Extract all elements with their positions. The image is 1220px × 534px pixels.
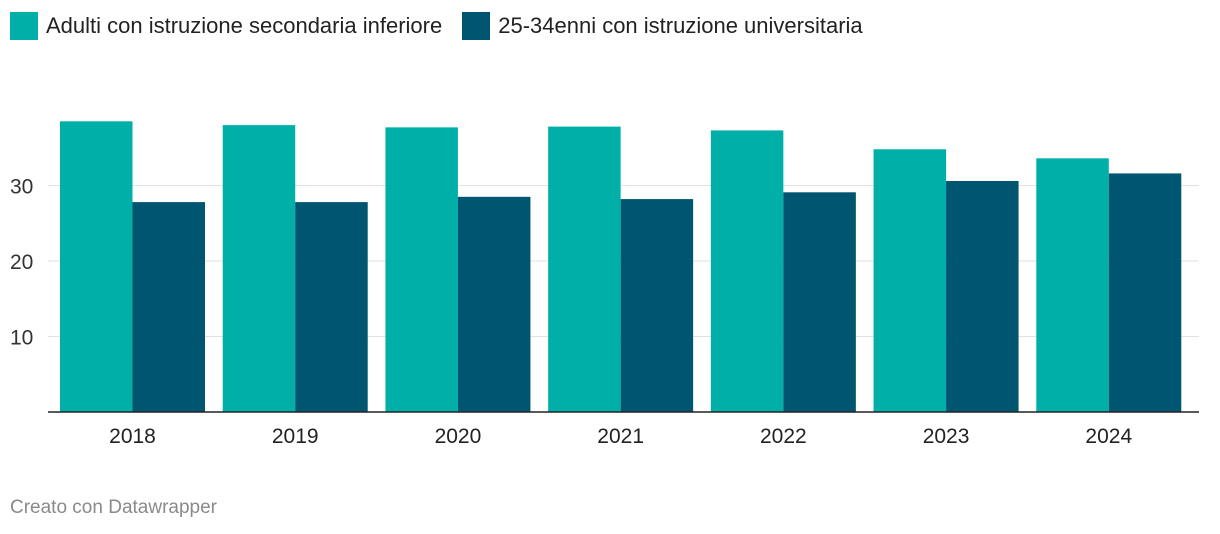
bar-25-34enni-2019: [295, 202, 368, 412]
bar-adulti-2023: [873, 149, 947, 412]
legend-item-series-2: 25-34enni con istruzione universitaria: [462, 12, 863, 40]
bar-25-34enni-2020: [457, 196, 531, 412]
bar-25-34enni-2024: [1108, 173, 1182, 412]
legend-label-series-1: Adulti con istruzione secondaria inferio…: [46, 13, 443, 38]
bar-25-34enni-2022: [783, 192, 856, 412]
legend-item-series-1: Adulti con istruzione secondaria inferio…: [10, 12, 442, 40]
x-tick-label: 2020: [435, 425, 482, 448]
bar-adulti-2018: [60, 121, 133, 412]
bar-25-34enni-2021: [620, 199, 694, 412]
y-tick-label: 10: [10, 327, 33, 350]
legend-label-series-2: 25-34enni con istruzione universitaria: [498, 13, 863, 38]
bar-adulti-2019: [222, 125, 296, 412]
x-tick-label: 2024: [1085, 425, 1132, 448]
axis-labels: 10 20 30 2018 2019 2020 2021 2022 2023 2024: [10, 176, 1199, 448]
x-tick-label: 2021: [597, 425, 644, 448]
legend-swatch-series-1: [10, 12, 38, 40]
x-tick-label: 2022: [760, 425, 807, 448]
y-tick-label: 30: [10, 176, 33, 199]
bars: [60, 121, 1182, 413]
bar-25-34enni-2018: [132, 202, 205, 412]
legend-swatch-series-2: [462, 12, 491, 40]
bar-adulti-2022: [710, 130, 784, 412]
x-tick-label: 2023: [923, 425, 970, 448]
bar-25-34enni-2023: [946, 180, 1019, 412]
legend: Adulti con istruzione secondaria inferio…: [10, 12, 863, 40]
bar-adulti-2021: [548, 126, 621, 413]
footer-credit: Creato con Datawrapper: [10, 497, 217, 518]
bar-adulti-2024: [1036, 158, 1109, 412]
bar-adulti-2020: [385, 127, 458, 413]
y-tick-label: 20: [10, 251, 33, 274]
x-tick-label: 2019: [272, 425, 319, 448]
x-tick-label: 2018: [109, 425, 156, 448]
